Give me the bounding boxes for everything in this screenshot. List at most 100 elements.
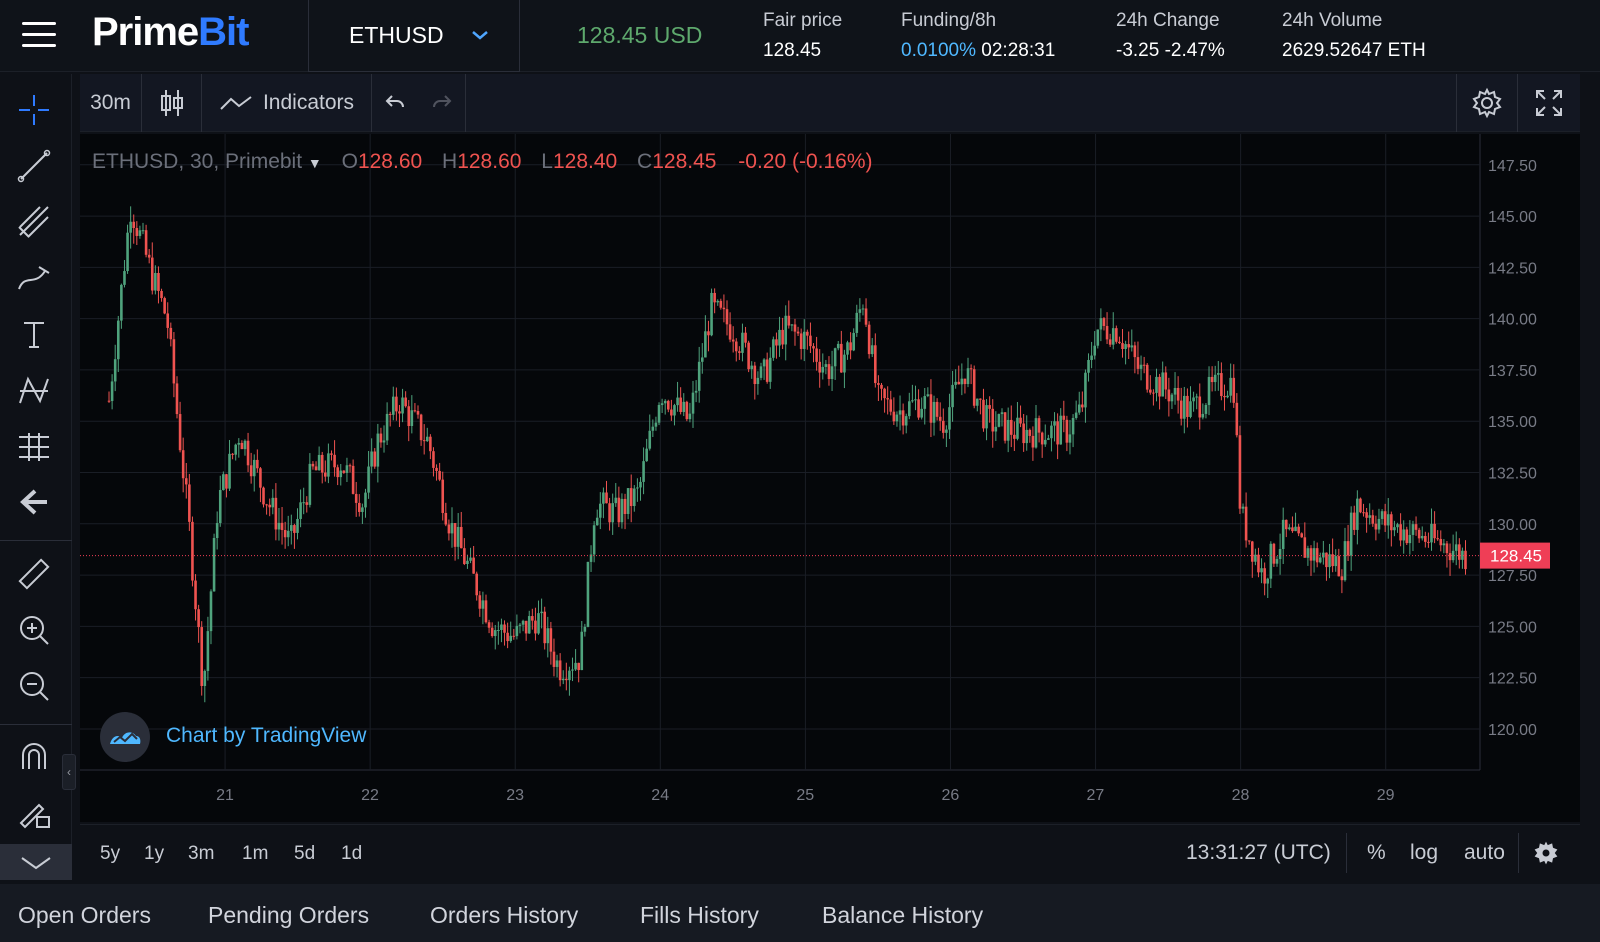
zoom-in-icon[interactable] — [12, 608, 56, 652]
candle-body — [453, 523, 457, 547]
crosshair-icon[interactable] — [12, 88, 56, 132]
logo[interactable]: PrimeBit — [92, 10, 250, 55]
lock-drawings-icon[interactable] — [12, 790, 56, 834]
zoom-out-icon[interactable] — [12, 664, 56, 708]
trend-line-icon[interactable] — [12, 144, 56, 188]
percent-scale-button[interactable]: % — [1367, 841, 1386, 864]
back-arrow-icon[interactable] — [12, 480, 56, 524]
pitchfork-icon[interactable] — [12, 200, 56, 244]
candle-body — [1019, 417, 1022, 424]
auto-scale-button[interactable]: auto — [1464, 841, 1505, 864]
tab-balance-history[interactable]: Balance History — [822, 902, 984, 928]
candle-body — [704, 331, 707, 358]
candle-body — [308, 463, 312, 505]
candle-body — [459, 526, 463, 549]
candle-body — [160, 290, 163, 299]
legend-symbol[interactable]: ETHUSD, 30, Primebit — [92, 150, 303, 173]
utc-clock[interactable]: 13:31:27 (UTC) — [1186, 841, 1331, 864]
candle-body — [1424, 535, 1427, 542]
price-chart[interactable]: 120.00 122.50 125.00 127.50 130.00 132.50 135.… — [80, 134, 1580, 822]
range-1m-button[interactable]: 1m — [242, 843, 269, 864]
collapse-toolbar-button[interactable]: ‹ — [62, 754, 76, 790]
candle-body — [1037, 418, 1041, 433]
candle-body — [1161, 372, 1164, 397]
log-scale-button[interactable]: log — [1410, 841, 1439, 864]
candle-body — [738, 351, 741, 353]
candle-body — [135, 228, 139, 236]
range-1d-button[interactable]: 1d — [341, 843, 363, 864]
candle-body — [1096, 329, 1100, 346]
brush-icon[interactable] — [12, 256, 56, 300]
candle-body — [324, 472, 327, 477]
settings-button[interactable] — [1456, 74, 1518, 132]
range-5y-button[interactable]: 5y — [100, 843, 121, 864]
candle-body — [1250, 541, 1254, 562]
candle-body — [506, 632, 509, 642]
text-icon[interactable] — [12, 312, 56, 356]
candle-body — [1047, 438, 1050, 440]
candle-body — [398, 411, 401, 414]
candle-body — [793, 324, 797, 332]
candle-body — [676, 397, 679, 406]
symbol-selector[interactable]: ETHUSD — [308, 0, 520, 72]
candle-body — [249, 465, 253, 477]
y-tick-label: 132.50 — [1488, 466, 1537, 483]
candle-body — [472, 557, 475, 574]
candle-body — [1090, 355, 1093, 360]
range-5d-button[interactable]: 5d — [294, 843, 316, 864]
range-3m-button[interactable]: 3m — [188, 843, 215, 864]
candle-body — [484, 600, 488, 623]
candle-body — [1257, 554, 1260, 573]
interval-button[interactable]: 30m — [80, 74, 142, 132]
fullscreen-button[interactable] — [1518, 74, 1580, 132]
candle-body — [1084, 372, 1087, 408]
candle-body — [1111, 328, 1115, 345]
y-tick-label: 142.50 — [1488, 260, 1537, 277]
tab-fills-history[interactable]: Fills History — [640, 902, 759, 928]
candle-body — [123, 271, 126, 285]
measure-tools-icon[interactable] — [12, 424, 56, 468]
ruler-icon[interactable] — [12, 552, 56, 596]
redo-button[interactable] — [418, 74, 466, 132]
candlestick-chart[interactable]: 120.00 122.50 125.00 127.50 130.00 132.50 135.… — [80, 134, 1580, 822]
candle-body — [265, 504, 268, 506]
candle-body — [385, 413, 389, 441]
legend-change: -0.20 (-0.16%) — [738, 150, 873, 173]
candle-body — [395, 396, 398, 412]
chart-bottom-bar: 5y 1y 3m 1m 5d 1d 13:31:27 (UTC) % log a… — [80, 824, 1580, 880]
candle-body — [815, 348, 818, 362]
candle-body — [552, 651, 556, 667]
candle-body — [840, 343, 843, 373]
tab-pending-orders[interactable]: Pending Orders — [208, 902, 370, 928]
pattern-icon[interactable] — [12, 368, 56, 412]
tab-orders-history[interactable]: Orders History — [430, 902, 579, 928]
tradingview-watermark[interactable]: Chart by TradingView — [166, 724, 367, 747]
gear-icon[interactable] — [1532, 839, 1560, 867]
candle-body — [568, 670, 571, 681]
tab-open-orders[interactable]: Open Orders — [18, 902, 151, 928]
candle-body — [490, 627, 494, 637]
candle-body — [626, 488, 630, 514]
magnet-icon[interactable] — [12, 734, 56, 778]
panel-toggle-button[interactable] — [0, 844, 72, 880]
candle-body — [1247, 540, 1251, 542]
undo-button[interactable] — [372, 74, 418, 132]
tradingview-logo-icon[interactable] — [100, 712, 150, 762]
candle-body — [246, 440, 250, 466]
candle-body — [1352, 512, 1356, 530]
indicators-button[interactable]: Indicators — [202, 74, 372, 132]
candle-body — [809, 335, 812, 347]
candle-body — [682, 401, 686, 412]
hamburger-icon[interactable] — [22, 22, 56, 50]
candle-body — [296, 518, 299, 533]
range-1y-button[interactable]: 1y — [144, 843, 165, 864]
price-axis[interactable] — [1480, 134, 1580, 770]
legend-dropdown-icon[interactable]: ▼ — [307, 155, 322, 171]
chart-type-button[interactable] — [142, 74, 202, 132]
candle-body — [824, 364, 828, 367]
candle-body — [364, 492, 367, 508]
candle-body — [413, 410, 417, 412]
volume-stat: 24h Volume 2629.52647 ETH — [1282, 10, 1426, 62]
candle-body — [209, 591, 213, 632]
candle-body — [599, 503, 602, 518]
